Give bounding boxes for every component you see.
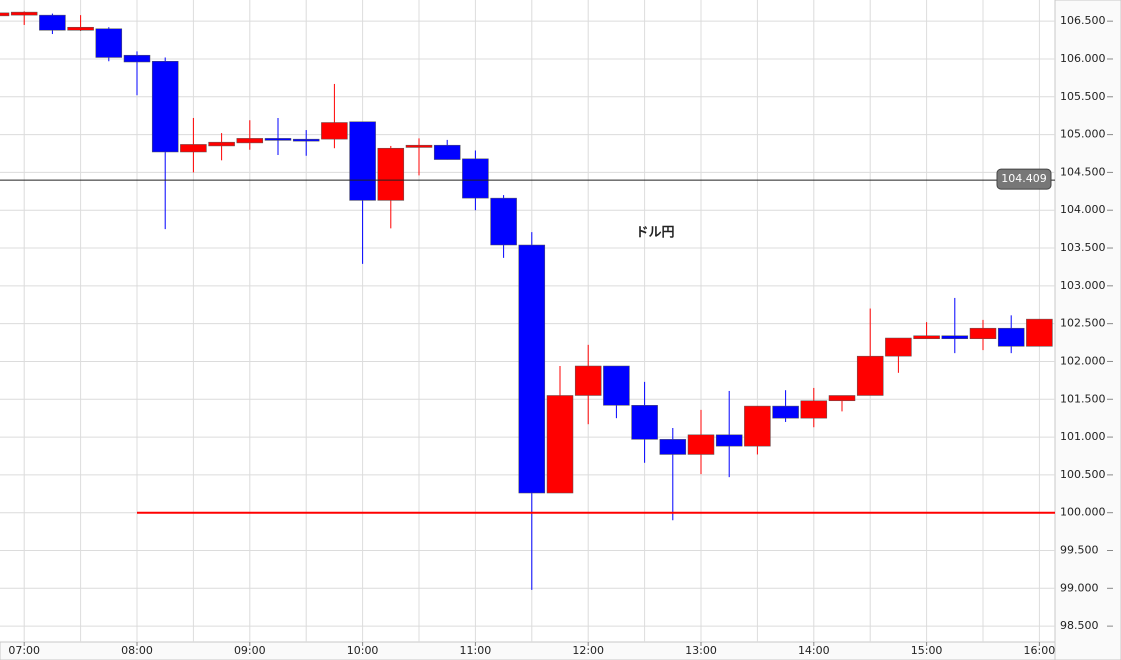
y-tick-label: 103.500 <box>1060 241 1106 254</box>
candle-body <box>687 434 715 455</box>
x-tick-label: 07:00 <box>8 644 40 657</box>
candle-body <box>913 335 940 340</box>
y-axis-panel <box>1054 0 1121 660</box>
candle-body <box>856 355 884 396</box>
x-axis-panel <box>0 641 1056 660</box>
candle-body <box>941 335 969 340</box>
candle-body <box>546 395 574 494</box>
candle-body <box>603 365 630 406</box>
candle-body <box>151 61 179 153</box>
x-tick-label: 15:00 <box>911 644 943 657</box>
candle-body <box>123 54 151 63</box>
candle-body <box>377 147 405 201</box>
x-tick-label: 14:00 <box>798 644 830 657</box>
candle-body <box>405 144 433 148</box>
price-label: 104.409 <box>1001 172 1047 185</box>
candle-body <box>10 11 38 16</box>
y-tick-label: 100.500 <box>1060 468 1106 481</box>
candle-body <box>490 197 517 246</box>
candle-body <box>969 327 997 340</box>
candle-body <box>997 327 1025 347</box>
x-tick-label: 16:00 <box>1024 644 1056 657</box>
y-tick-label: 105.500 <box>1060 90 1106 103</box>
candle-body <box>715 434 743 447</box>
marks <box>0 11 1053 590</box>
y-tick-label: 98.500 <box>1060 619 1099 632</box>
y-tick-label: 100.000 <box>1060 506 1106 519</box>
price-label-box <box>996 168 1052 190</box>
y-tick-label: 101.000 <box>1060 430 1106 443</box>
candle-body <box>321 122 348 140</box>
candle-body <box>208 141 235 147</box>
x-tick-label: 09:00 <box>234 644 266 657</box>
y-tick-label: 99.000 <box>1060 581 1099 594</box>
y-tick-label: 103.000 <box>1060 279 1106 292</box>
candle-body <box>180 144 207 153</box>
candle-body <box>800 400 828 419</box>
candle-body <box>1026 318 1053 347</box>
chart-title: ドル円 <box>635 226 674 241</box>
x-tick-label: 13:00 <box>685 644 717 657</box>
candle-body <box>349 121 376 201</box>
candle-body <box>659 439 687 455</box>
candle-body <box>744 405 771 447</box>
x-tick-label: 11:00 <box>460 644 492 657</box>
candle-body <box>433 144 461 160</box>
y-tick-label: 104.500 <box>1060 165 1106 178</box>
x-tick-label: 12:00 <box>572 644 604 657</box>
y-tick-label: 104.000 <box>1060 203 1106 216</box>
x-tick-label: 08:00 <box>121 644 153 657</box>
candle-body <box>39 14 66 31</box>
y-tick-label: 101.500 <box>1060 392 1106 405</box>
x-tick-label: 10:00 <box>347 644 379 657</box>
candle-body <box>518 244 546 494</box>
y-tick-label: 105.000 <box>1060 128 1106 141</box>
candle-body <box>236 138 264 144</box>
candle-body <box>631 405 658 440</box>
candle-body <box>574 365 602 396</box>
candle-body <box>0 12 10 17</box>
candle-body <box>462 158 489 199</box>
candle-body <box>292 138 320 142</box>
candle-body <box>264 138 292 141</box>
candle-body <box>772 405 799 419</box>
candle-body <box>67 26 94 31</box>
candle-body <box>885 337 912 357</box>
y-tick-label: 102.500 <box>1060 317 1106 330</box>
y-tick-label: 99.500 <box>1060 544 1099 557</box>
y-tick-label: 102.000 <box>1060 354 1106 367</box>
y-tick-label: 106.000 <box>1060 52 1106 65</box>
candle-body <box>95 28 123 58</box>
y-tick-label: 106.500 <box>1060 14 1106 27</box>
candle-body <box>828 395 856 402</box>
